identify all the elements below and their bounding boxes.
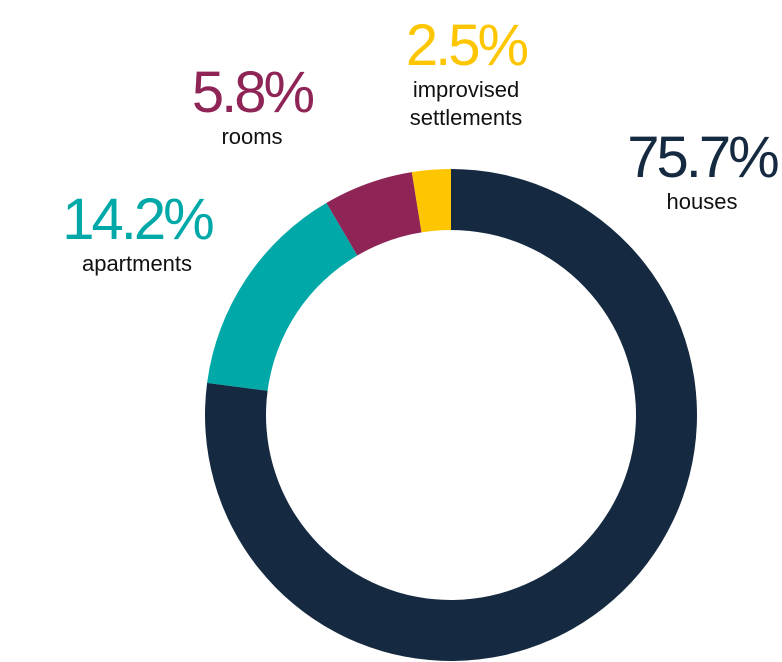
category-label: apartments xyxy=(81,251,193,276)
category-label: improvised settlements xyxy=(409,77,523,130)
value-label: 14.2% xyxy=(62,187,214,252)
value-label: 5.8% xyxy=(191,60,315,125)
slice-label: 5.8% rooms xyxy=(167,63,337,151)
donut-slice xyxy=(411,169,451,233)
slice-label: 2.5% improvised settlements xyxy=(381,16,551,132)
donut-slice xyxy=(326,172,422,256)
donut-slice xyxy=(207,202,358,391)
category-label: rooms xyxy=(221,124,283,149)
value-label: 75.7% xyxy=(627,125,779,190)
slice-label: 14.2% apartments xyxy=(52,190,222,278)
slice-label: 75.7% houses xyxy=(617,128,782,216)
value-label: 2.5% xyxy=(405,13,529,78)
category-label: houses xyxy=(666,189,738,214)
